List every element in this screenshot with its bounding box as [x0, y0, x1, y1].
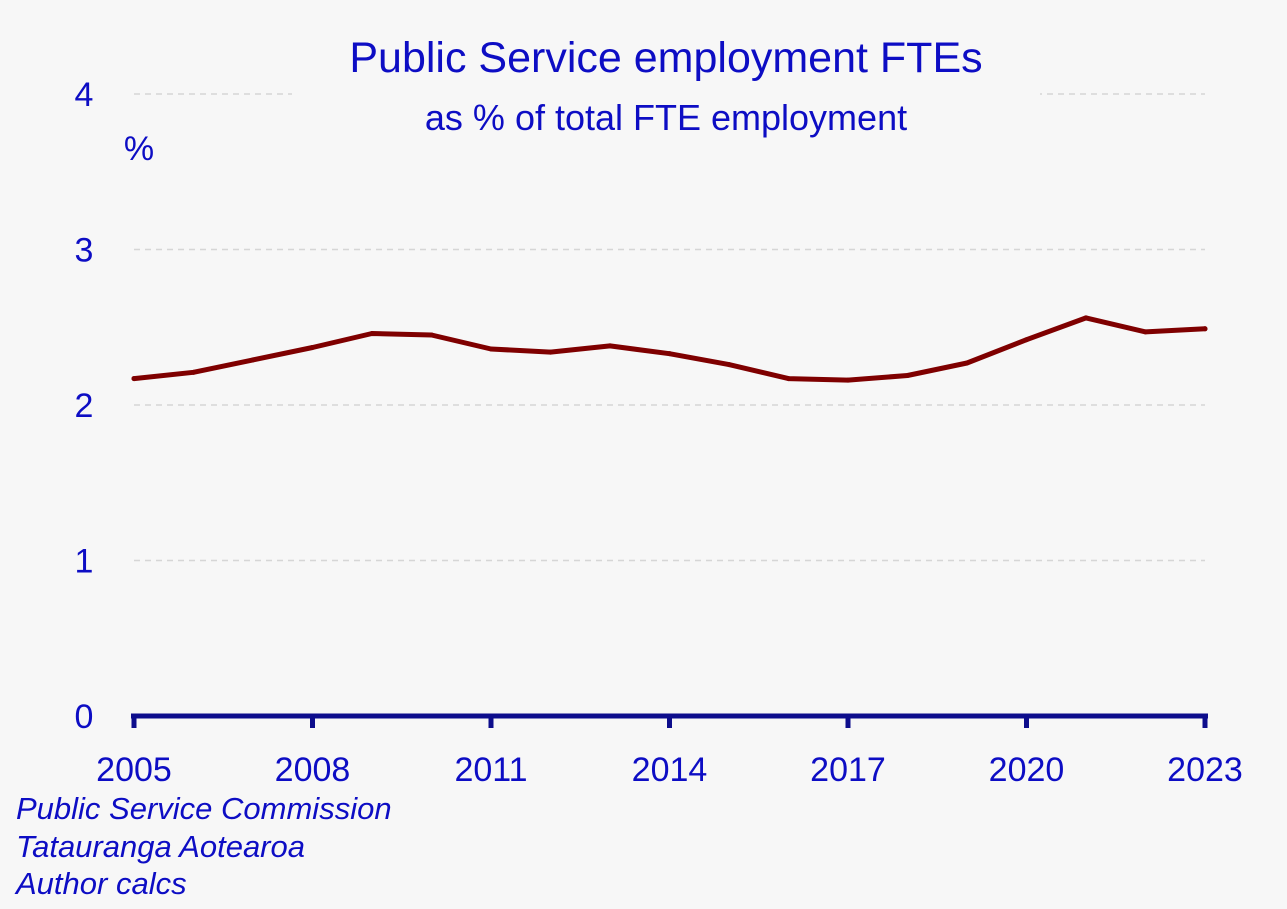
data-point-2021: [1083, 315, 1089, 321]
source-note: Public Service Commission Tatauranga Aot…: [16, 790, 392, 903]
source-line-3: Author calcs: [16, 866, 187, 901]
y-axis-unit-label: %: [124, 130, 154, 168]
data-point-2019: [964, 360, 970, 366]
data-point-2006: [191, 369, 196, 375]
y-tick-label-2: 2: [75, 387, 94, 425]
x-tick-label-2020: 2020: [989, 751, 1065, 789]
data-point-2022: [1143, 329, 1148, 335]
y-axis-ticks: 0 1 2 3 4: [75, 76, 94, 736]
data-point-2016: [786, 376, 791, 382]
x-tick-label-2014: 2014: [632, 751, 708, 789]
data-point-2005: [131, 376, 137, 382]
data-point-2008: [310, 344, 315, 350]
data-point-2023: [1202, 326, 1208, 332]
data-point-2013: [607, 343, 613, 349]
data-point-2012: [548, 349, 553, 355]
data-point-2018: [905, 372, 910, 378]
data-point-2011: [488, 346, 494, 352]
source-line-1: Public Service Commission: [16, 791, 392, 826]
series-layer: [131, 315, 1208, 383]
x-axis-ticks: 2005 2008 2011 2014 2017 2020 2023: [96, 751, 1243, 789]
y-tick-label-1: 1: [75, 543, 94, 581]
data-point-2007: [250, 357, 256, 363]
x-tick-label-2011: 2011: [454, 751, 527, 789]
chart-title: Public Service employment FTEs: [349, 34, 982, 82]
x-tick-label-2005: 2005: [96, 751, 172, 789]
data-point-2017: [845, 377, 851, 383]
y-tick-label-0: 0: [75, 698, 94, 736]
data-point-2014: [667, 351, 672, 357]
title-background: [292, 30, 1040, 145]
gridlines: [134, 93, 1205, 562]
x-axis: [131, 713, 1208, 728]
y-tick-label-4: 4: [75, 76, 94, 114]
x-tick-label-2023: 2023: [1167, 751, 1243, 789]
series-line-0: [131, 315, 1208, 383]
y-tick-label-3: 3: [75, 232, 94, 270]
source-line-2: Tatauranga Aotearoa: [16, 828, 305, 864]
data-point-2015: [726, 362, 732, 368]
data-point-2009: [369, 330, 375, 336]
x-tick-label-2017: 2017: [810, 751, 886, 789]
x-tick-label-2008: 2008: [275, 751, 351, 789]
data-point-2010: [429, 332, 434, 338]
chart-subtitle: as % of total FTE employment: [425, 97, 907, 138]
data-point-2020: [1024, 337, 1029, 343]
